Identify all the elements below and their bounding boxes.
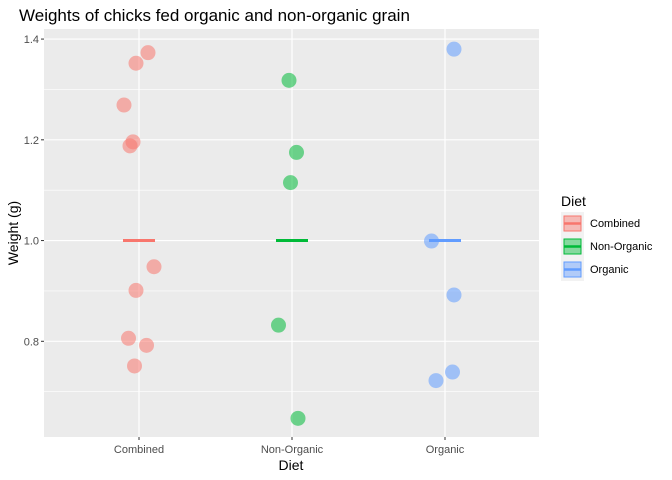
data-point	[127, 358, 142, 374]
data-point	[290, 410, 306, 426]
y-tick-label: 1.0	[24, 236, 39, 248]
data-point	[283, 175, 298, 191]
data-point	[140, 45, 156, 61]
data-point	[289, 144, 304, 160]
x-tick-label: Non-Organic	[261, 444, 324, 456]
chart-title: Weights of chicks fed organic and non-or…	[19, 6, 410, 25]
data-point	[271, 317, 286, 333]
y-tick-label: 0.8	[24, 336, 39, 348]
legend-label: Combined	[590, 218, 640, 230]
gridlines	[44, 29, 539, 437]
x-axis-title: Diet	[279, 457, 304, 473]
y-tick-label: 1.4	[24, 34, 39, 46]
y-tick-label: 1.2	[24, 135, 39, 147]
data-point	[446, 41, 462, 57]
data-point	[446, 287, 462, 303]
legend: Diet Combined Non-Organic Organic	[561, 193, 653, 281]
y-axis-title: Weight (g)	[5, 201, 21, 265]
data-point	[122, 138, 138, 154]
x-tick-label: Organic	[426, 444, 465, 456]
legend-label: Non-Organic	[590, 241, 653, 253]
data-point	[128, 55, 144, 71]
data-point	[445, 364, 460, 380]
legend-label: Organic	[590, 264, 629, 276]
data-point	[128, 282, 144, 298]
data-point	[121, 330, 136, 346]
data-point	[428, 373, 444, 389]
data-point	[116, 97, 132, 113]
data-point	[424, 233, 439, 249]
data-marks	[116, 41, 462, 426]
y-axis: 0.8 1.0 1.2 1.4	[24, 34, 44, 348]
data-point	[281, 72, 297, 88]
legend-title: Diet	[561, 193, 586, 209]
data-point	[139, 337, 154, 353]
data-point	[146, 259, 162, 275]
x-axis: Combined Non-Organic Organic	[114, 437, 465, 456]
x-tick-label: Combined	[114, 444, 164, 456]
